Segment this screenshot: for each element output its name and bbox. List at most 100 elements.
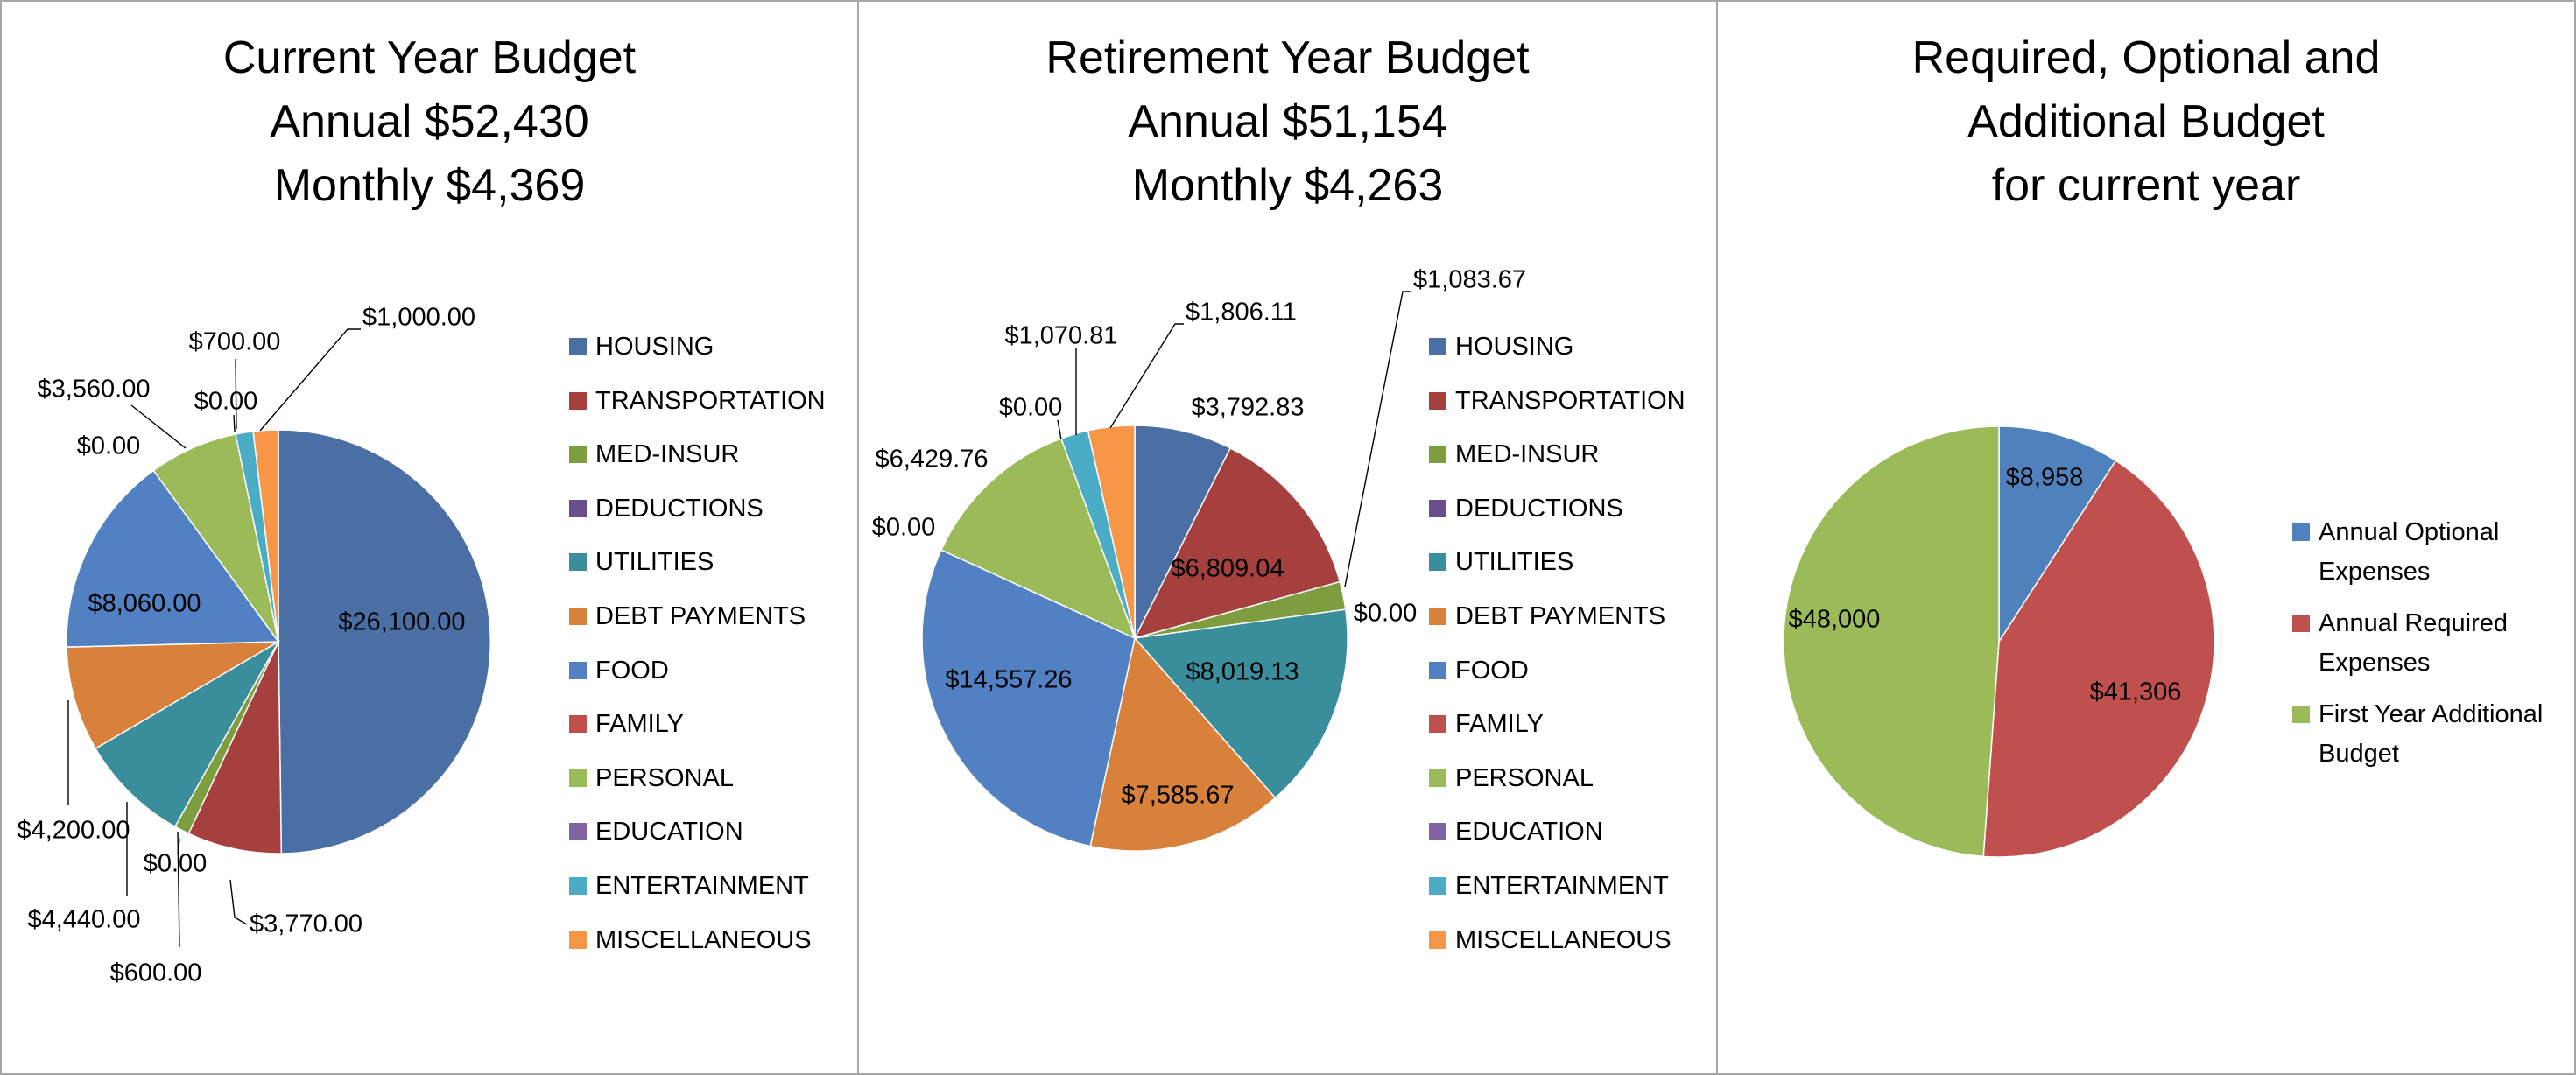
pie-chart: $26,100.00$3,770.00$600.00$0.00$4,440.00…: [17, 304, 491, 987]
leader-line: [259, 328, 361, 432]
legend-swatch: [569, 715, 587, 734]
legend-swatch: [1429, 553, 1446, 572]
data-label: $3,792.83: [1191, 394, 1304, 422]
legend-swatch: [569, 661, 587, 679]
legend-swatch: [569, 769, 587, 787]
chart-title-line: Retirement Year Budget: [1045, 32, 1530, 83]
data-label: $6,809.04: [1171, 555, 1284, 583]
data-label: $1,000.00: [362, 304, 475, 332]
legend-label: MISCELLANEOUS: [1455, 925, 1672, 954]
legend-swatch: [1429, 715, 1446, 734]
data-label: $6,429.76: [875, 446, 988, 474]
data-label: $1,806.11: [1186, 299, 1297, 327]
legend-label: EDUCATION: [595, 818, 743, 847]
legend-swatch: [569, 446, 587, 464]
data-label: $0.00: [999, 394, 1063, 422]
legend-swatch: [1429, 391, 1446, 410]
legend-swatch: [1429, 607, 1446, 625]
legend-label: UTILITIES: [595, 548, 714, 577]
legend-swatch: [569, 499, 587, 517]
leader-line: [1344, 291, 1411, 587]
data-label: $0.00: [77, 432, 141, 460]
data-label: $8,060.00: [88, 590, 201, 618]
pie-slice: [940, 438, 1137, 640]
chart-title-line: Additional Budget: [1967, 96, 2325, 147]
legend-label: DEBT PAYMENTS: [1455, 601, 1666, 630]
data-label: $1,083.67: [1413, 266, 1526, 294]
legend-label: EDUCATION: [1455, 818, 1603, 847]
legend-label: ENTERTAINMENT: [1455, 871, 1669, 900]
data-label: $8,958: [2006, 464, 2084, 492]
legend-label: DEDUCTIONS: [1455, 494, 1623, 523]
pie-slice: [1133, 446, 1341, 640]
legend-swatch: [569, 876, 587, 895]
pie-slice: [1133, 608, 1348, 799]
legend-swatch: [1429, 769, 1446, 787]
leader-line: [1109, 323, 1184, 429]
pie-slice: [95, 639, 280, 828]
data-label: $26,100.00: [338, 608, 465, 636]
chart-title-line: Current Year Budget: [222, 32, 637, 83]
data-label: $600.00: [110, 959, 202, 987]
legend-swatch: [1429, 446, 1446, 464]
pie-slice: [66, 469, 280, 648]
legend-swatch: [1429, 338, 1446, 355]
legend-swatch: [1429, 823, 1446, 841]
legend-swatch: [569, 391, 587, 410]
legend-swatch: [569, 338, 587, 355]
data-label: $4,200.00: [17, 817, 130, 845]
legend-swatch: [1429, 876, 1446, 895]
data-label: $0.00: [144, 850, 208, 878]
legend-label: PERSONAL: [1455, 763, 1594, 792]
legend-label: FOOD: [1455, 656, 1529, 685]
legend-label: Annual Required Expenses: [2319, 609, 2509, 677]
legend-label: FAMILY: [595, 710, 684, 739]
legend-label: HOUSING: [595, 333, 714, 361]
data-label: $1,070.81: [1004, 322, 1117, 350]
legend-swatch: [569, 823, 587, 841]
legend-swatch: [2292, 615, 2310, 632]
data-label: $7,585.67: [1121, 782, 1234, 810]
legend-label: MISCELLANEOUS: [595, 925, 812, 954]
data-label: $0.00: [194, 388, 258, 416]
chart-title: Retirement Year Budget Annual $51,154 Mo…: [859, 26, 1716, 218]
legend-label: PERSONAL: [595, 763, 734, 792]
chart-title-line: Required, Optional and: [1911, 32, 2381, 83]
legend-label: UTILITIES: [1455, 548, 1574, 577]
data-label: $0.00: [1354, 600, 1418, 628]
leader-line: [229, 879, 248, 925]
chart-title-line: Monthly $4,369: [273, 160, 586, 211]
data-label: $14,557.26: [945, 666, 1072, 694]
legend-swatch: [569, 931, 587, 949]
legend-swatch: [569, 607, 587, 625]
legend-label: DEBT PAYMENTS: [595, 601, 806, 630]
legend-label: FOOD: [595, 656, 669, 685]
pie-slice: [252, 429, 279, 643]
chart-title-line: for current year: [1991, 160, 2301, 211]
pie-slice: [1982, 460, 2215, 858]
legend-swatch: [1429, 499, 1446, 517]
legend-label: ENTERTAINMENT: [595, 871, 809, 900]
chart-title-line: Annual $52,430: [270, 96, 589, 147]
legend-swatch: [2292, 523, 2310, 541]
legend-swatch: [1429, 661, 1446, 679]
pie-slice: [921, 549, 1136, 847]
pie-slice: [278, 429, 491, 854]
legend-swatch: [2292, 706, 2310, 723]
chart-title-line: Monthly $4,263: [1131, 160, 1444, 211]
chart-title: Required, Optional and Additional Budget…: [1718, 26, 2574, 218]
legend-label: Annual Optional Expenses: [2319, 518, 2500, 586]
pie-slice: [1783, 425, 2000, 858]
legend-swatch: [1429, 931, 1446, 949]
data-label: $3,560.00: [37, 376, 150, 404]
data-label: $41,306: [2090, 678, 2182, 706]
legend-label: TRANSPORTATION: [1455, 386, 1686, 415]
legend-label: DEDUCTIONS: [595, 494, 764, 523]
legend-swatch: [569, 553, 587, 572]
pie-slice: [187, 641, 283, 854]
legend-label: MED-INSUR: [595, 440, 740, 469]
legend-label: FAMILY: [1455, 710, 1544, 739]
pie-slice: [1998, 425, 2117, 644]
leader-line: [233, 414, 236, 432]
